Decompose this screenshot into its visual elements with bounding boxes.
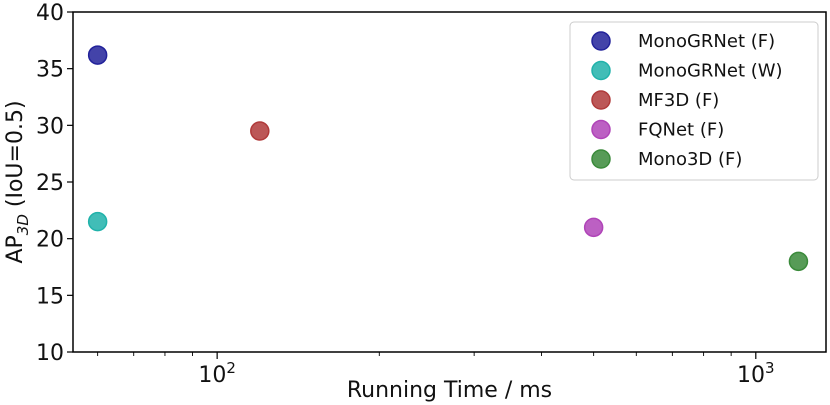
x-axis: 102 103 [97,352,775,388]
y-tick-label: 35 [36,58,64,83]
scatter-point [583,217,604,238]
legend-label: MF3D (F) [638,90,719,111]
y-tick-label: 30 [36,114,64,139]
y-axis: 10 15 20 25 30 35 40 [36,1,73,366]
legend-label: FQNet (F) [638,120,724,141]
legend-marker [591,119,611,140]
y-tick-label: 20 [36,228,64,253]
scatter-point [250,121,270,141]
legend-label: MonoGRNet (F) [638,31,775,52]
y-tick-label: 40 [36,1,64,26]
plot-frame [72,11,827,353]
x-tick-label: 102 [198,359,236,388]
y-tick-label: 15 [36,284,64,309]
scatter-point [788,251,809,272]
scatter-point [87,211,108,232]
legend-label: Mono3D (F) [638,149,742,170]
legend-label: MonoGRNet (W) [638,61,783,82]
legend-box [569,21,819,181]
legend: MonoGRNet (F) MonoGRNet (W) MF3D (F) FQNet … [569,21,819,181]
legend-marker [591,90,611,110]
legend-marker [591,31,611,51]
legend-marker [591,60,611,81]
y-axis-label: AP3D (IoU=0.5) [3,100,32,263]
legend-marker [591,149,611,169]
y-tick-label: 25 [36,171,64,196]
plot-points [87,45,809,272]
x-axis-label: Running Time / ms [347,378,552,403]
y-tick-label: 10 [36,341,64,366]
x-tick-label: 103 [737,359,775,388]
scatter-point [87,45,108,65]
